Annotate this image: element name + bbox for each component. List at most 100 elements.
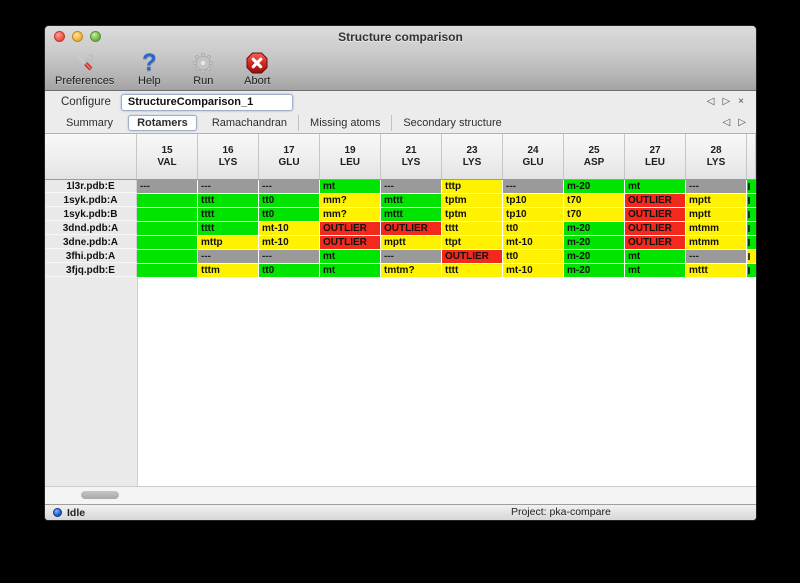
rotamer-cell[interactable]: tptm	[442, 208, 502, 221]
rotamer-cell[interactable]: tt0	[503, 250, 563, 263]
rotamer-cell[interactable]: t	[137, 236, 197, 249]
rotamer-cell[interactable]: OUTLIER	[442, 250, 502, 263]
rotamer-cell[interactable]: mttt	[686, 264, 746, 277]
rotamer-cell[interactable]: ---	[198, 250, 258, 263]
rotamer-cell[interactable]: m-20	[564, 236, 624, 249]
rotamer-cell[interactable]: ---	[503, 180, 563, 193]
rotamer-cell[interactable]: m-20	[564, 250, 624, 263]
rotamer-cell[interactable]: mt-10	[503, 264, 563, 277]
rotamer-cell-clipped[interactable]	[747, 264, 756, 277]
pane-prev-icon[interactable]: ◁	[706, 96, 715, 107]
rotamer-cell[interactable]: tttt	[198, 194, 258, 207]
preferences-button[interactable]: Preferences	[55, 51, 114, 87]
rotamer-cell[interactable]: OUTLIER	[625, 208, 685, 221]
rotamer-cell[interactable]: OUTLIER	[320, 236, 380, 249]
title-bar[interactable]: Structure comparison	[45, 26, 756, 47]
rotamer-cell[interactable]: mt	[625, 180, 685, 193]
pane-next-icon[interactable]: ▷	[722, 96, 731, 107]
row-label[interactable]: 3fhi.pdb:A	[45, 250, 137, 263]
tab-next-icon[interactable]: ▷	[738, 117, 746, 128]
rotamer-cell[interactable]: ---	[686, 180, 746, 193]
rotamer-cell[interactable]: m-20	[564, 222, 624, 235]
close-button[interactable]	[54, 31, 65, 42]
rotamer-cell-clipped[interactable]	[747, 194, 756, 207]
rotamer-cell[interactable]: mptt	[686, 208, 746, 221]
rotamer-cell-clipped[interactable]	[747, 180, 756, 193]
rotamer-cell[interactable]: OUTLIER	[625, 194, 685, 207]
rotamer-cell[interactable]: mptt	[381, 236, 441, 249]
rotamer-cell-clipped[interactable]	[747, 208, 756, 221]
rotamer-cell[interactable]: t	[137, 194, 197, 207]
rotamer-cell[interactable]: tp10	[503, 194, 563, 207]
rotamer-cell[interactable]: ---	[381, 250, 441, 263]
tab-missing-atoms[interactable]: Missing atoms	[298, 115, 391, 131]
row-label[interactable]: 1syk.pdb:B	[45, 208, 137, 221]
row-label[interactable]: 3fjq.pdb:E	[45, 264, 137, 277]
rotamer-cell[interactable]: mt-10	[259, 222, 319, 235]
minimize-button[interactable]	[72, 31, 83, 42]
row-label[interactable]: 3dne.pdb:A	[45, 236, 137, 249]
rotamer-cell[interactable]: OUTLIER	[625, 236, 685, 249]
rotamer-cell[interactable]: t70	[564, 208, 624, 221]
rotamer-cell[interactable]: t	[137, 264, 197, 277]
rotamer-cell[interactable]: OUTLIER	[381, 222, 441, 235]
row-label[interactable]: 3dnd.pdb:A	[45, 222, 137, 235]
rotamer-cell[interactable]: tttm	[198, 264, 258, 277]
rotamer-cell-clipped[interactable]	[747, 250, 756, 263]
rotamer-cell[interactable]: tttt	[198, 208, 258, 221]
rotamer-cell[interactable]: mm?	[320, 208, 380, 221]
rotamer-cell[interactable]: tttt	[442, 222, 502, 235]
rotamer-cell[interactable]: t	[137, 222, 197, 235]
rotamer-cell[interactable]: ---	[198, 180, 258, 193]
rotamer-cell[interactable]: OUTLIER	[625, 222, 685, 235]
tab-prev-icon[interactable]: ◁	[722, 117, 731, 128]
rotamer-cell[interactable]: mt-10	[503, 236, 563, 249]
rotamer-cell[interactable]: ---	[137, 180, 197, 193]
rotamer-cell[interactable]: OUTLIER	[320, 222, 380, 235]
rotamer-cell[interactable]: mptt	[686, 194, 746, 207]
rotamer-cell[interactable]: tttp	[442, 180, 502, 193]
rotamer-cell[interactable]: mttt	[381, 194, 441, 207]
rotamer-cell-clipped[interactable]	[747, 222, 756, 235]
rotamer-cell[interactable]: mttt	[381, 208, 441, 221]
horizontal-scrollbar-thumb[interactable]	[81, 491, 119, 499]
zoom-button[interactable]	[90, 31, 101, 42]
rotamer-cell[interactable]: mm?	[320, 194, 380, 207]
rotamer-cell[interactable]: mt	[320, 250, 380, 263]
rotamer-cell[interactable]: mt	[320, 264, 380, 277]
rotamer-cell[interactable]: tt0	[503, 222, 563, 235]
help-button[interactable]: ? Help	[138, 49, 161, 88]
rotamer-cell[interactable]: t	[137, 250, 197, 263]
rotamer-cell[interactable]: mt	[625, 250, 685, 263]
rotamer-cell[interactable]: tmtm?	[381, 264, 441, 277]
rotamer-cell[interactable]: tt0	[259, 264, 319, 277]
rotamer-cell[interactable]: tt0	[259, 208, 319, 221]
row-label[interactable]: 1syk.pdb:A	[45, 194, 137, 207]
tab-rotamers[interactable]: Rotamers	[128, 115, 197, 131]
rotamer-cell[interactable]: t70	[564, 194, 624, 207]
rotamer-cell[interactable]: mtmm	[686, 222, 746, 235]
rotamer-cell[interactable]: ttpt	[442, 236, 502, 249]
rotamer-cell[interactable]: tp10	[503, 208, 563, 221]
rotamer-cell[interactable]: mt-10	[259, 236, 319, 249]
configure-name-input[interactable]	[120, 93, 293, 111]
rotamer-cell[interactable]: tttt	[442, 264, 502, 277]
rotamer-cell[interactable]: ---	[686, 250, 746, 263]
abort-button[interactable]: Abort	[238, 51, 276, 87]
rotamer-cell[interactable]: mttp	[198, 236, 258, 249]
rotamer-cell[interactable]: ---	[381, 180, 441, 193]
row-label[interactable]: 1l3r.pdb:E	[45, 180, 137, 193]
rotamer-cell-clipped[interactable]	[747, 236, 756, 249]
run-button[interactable]: Run	[184, 51, 222, 87]
rotamer-cell[interactable]: tptm	[442, 194, 502, 207]
rotamer-cell[interactable]: tttt	[198, 222, 258, 235]
tab-summary[interactable]: Summary	[66, 117, 114, 129]
rotamer-cell[interactable]: mtmm	[686, 236, 746, 249]
pane-close-icon[interactable]: ×	[738, 96, 744, 107]
tab-ramachandran[interactable]: Ramachandran	[211, 117, 288, 129]
tab-secondary-structure[interactable]: Secondary structure	[391, 115, 512, 131]
horizontal-scrollbar[interactable]	[45, 486, 756, 504]
rotamer-cell[interactable]: ---	[259, 180, 319, 193]
rotamer-cell[interactable]: mt	[625, 264, 685, 277]
rotamer-cell[interactable]: m-20	[564, 264, 624, 277]
